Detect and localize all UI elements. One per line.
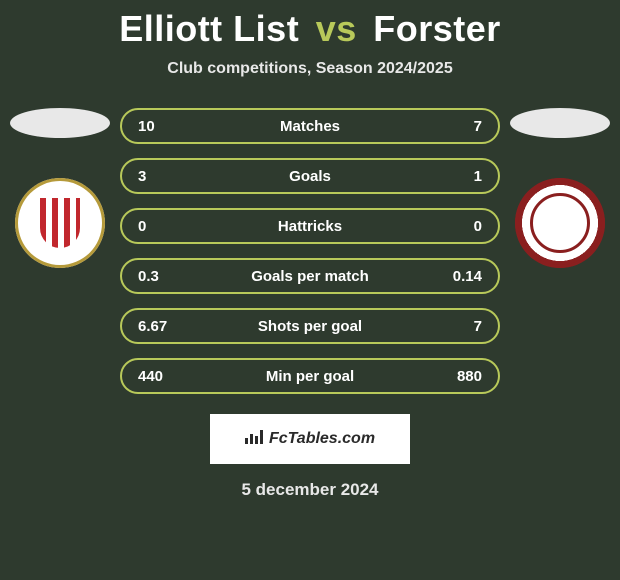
stat-label: Min per goal <box>188 368 432 385</box>
stat-value-right: 7 <box>432 118 482 135</box>
left-column <box>0 108 120 268</box>
stat-value-right: 0 <box>432 218 482 235</box>
stat-value-left: 0 <box>138 218 188 235</box>
stat-row: 440Min per goal880 <box>120 358 500 394</box>
stat-label: Shots per goal <box>188 318 432 335</box>
stat-row: 3Goals1 <box>120 158 500 194</box>
stat-row: 0Hattricks0 <box>120 208 500 244</box>
stat-row: 0.3Goals per match0.14 <box>120 258 500 294</box>
stats-list: 10Matches73Goals10Hattricks00.3Goals per… <box>120 108 500 394</box>
stat-value-left: 3 <box>138 168 188 185</box>
crest-graphic <box>530 193 590 253</box>
stat-row: 6.67Shots per goal7 <box>120 308 500 344</box>
stat-value-right: 0.14 <box>432 268 482 285</box>
stat-label: Goals <box>188 168 432 185</box>
player1-name: Elliott List <box>119 8 299 49</box>
stat-value-right: 880 <box>432 368 482 385</box>
stat-value-left: 10 <box>138 118 188 135</box>
crest-graphic <box>40 198 80 248</box>
player2-photo-placeholder <box>510 108 610 138</box>
comparison-title: Elliott List vs Forster <box>0 0 620 50</box>
stat-value-left: 440 <box>138 368 188 385</box>
footer-date: 5 december 2024 <box>0 480 620 500</box>
watermark-text: FcTables.com <box>269 430 375 448</box>
site-watermark: FcTables.com <box>210 414 410 464</box>
stat-label: Matches <box>188 118 432 135</box>
stat-value-left: 6.67 <box>138 318 188 335</box>
player2-name: Forster <box>373 8 501 49</box>
player1-photo-placeholder <box>10 108 110 138</box>
player1-club-crest <box>15 178 105 268</box>
stat-label: Goals per match <box>188 268 432 285</box>
stat-value-left: 0.3 <box>138 268 188 285</box>
right-column <box>500 108 620 268</box>
stat-value-right: 1 <box>432 168 482 185</box>
stat-label: Hattricks <box>188 218 432 235</box>
comparison-content: 10Matches73Goals10Hattricks00.3Goals per… <box>0 108 620 394</box>
stat-value-right: 7 <box>432 318 482 335</box>
stat-row: 10Matches7 <box>120 108 500 144</box>
vs-separator: vs <box>316 8 357 49</box>
subtitle: Club competitions, Season 2024/2025 <box>0 60 620 78</box>
player2-club-crest <box>515 178 605 268</box>
chart-icon <box>245 430 263 449</box>
